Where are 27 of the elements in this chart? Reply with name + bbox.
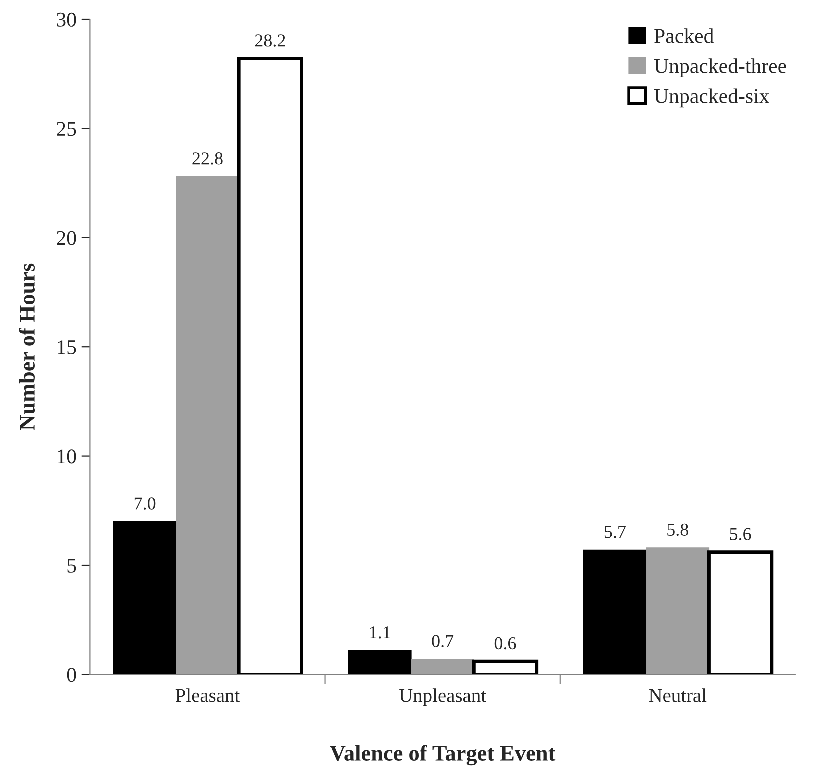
data-label: 5.6: [730, 528, 752, 540]
data-label: 0.7: [432, 635, 454, 648]
y-tick-label: 0: [67, 668, 76, 682]
data-label: 28.2: [255, 34, 286, 47]
y-tick-label: 25: [57, 122, 76, 136]
x-tick-label: Unpleasant: [399, 688, 486, 706]
data-label: 0.6: [494, 637, 516, 650]
data-label: 7.0: [134, 498, 156, 510]
x-axis-title: Valence of Target Event: [330, 745, 556, 766]
y-axis-title: Number of Hours: [19, 264, 36, 430]
y-tick-label: 15: [58, 340, 76, 355]
y-tick-label: 30: [57, 12, 76, 27]
y-tick-label: 20: [57, 231, 76, 246]
x-tick-label: Pleasant: [176, 688, 240, 702]
y-tick-label: 10: [58, 450, 76, 464]
legend-label: Unpacked-six: [654, 88, 770, 108]
data-label: 5.7: [604, 526, 626, 538]
bar: [348, 650, 412, 675]
data-label: 1.1: [370, 626, 390, 639]
x-tick-label: Neutral: [649, 688, 707, 702]
bar: [113, 521, 177, 675]
bar: [583, 550, 647, 675]
legend-label: Unpacked-three: [654, 58, 786, 78]
legend-label: Packed: [654, 28, 714, 44]
data-label: 22.8: [192, 152, 223, 165]
data-label: 5.8: [668, 524, 688, 536]
y-tick-label: 5: [68, 559, 76, 573]
